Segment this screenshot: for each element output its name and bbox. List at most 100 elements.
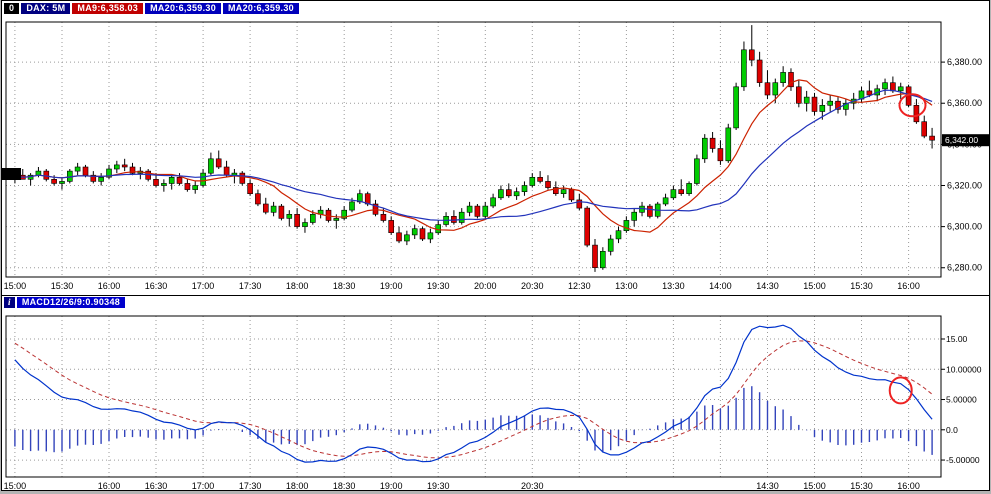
candle-up <box>827 100 834 106</box>
time-tick-label: 16:00 <box>897 481 920 491</box>
candle-down <box>419 228 426 240</box>
candle-down <box>866 90 873 96</box>
candle-down <box>184 183 191 190</box>
window-index-button[interactable]: 0 <box>4 3 20 14</box>
candle-up <box>270 205 277 213</box>
time-tick-label: 14:30 <box>756 481 779 491</box>
macd-axis-labels <box>941 338 945 461</box>
candle-up <box>701 137 708 160</box>
candle-up <box>498 189 504 199</box>
macd-tick-label: -5.00000 <box>946 455 980 465</box>
candle-down <box>474 205 481 217</box>
candle-down <box>43 170 50 180</box>
candle-up <box>631 211 638 221</box>
candle-up <box>208 158 214 174</box>
time-tick-label: 18:00 <box>286 281 309 291</box>
time-tick-label: 13:00 <box>615 281 638 291</box>
price-tick-label: 6,320.00 <box>947 180 982 190</box>
candle-up <box>686 183 692 194</box>
time-tick-label: 20:30 <box>521 281 544 291</box>
ma9-value-chip[interactable]: MA9:6,358.03 <box>72 3 144 14</box>
candle-down <box>537 177 543 182</box>
time-tick-label: 13:30 <box>662 281 685 291</box>
candle-down <box>505 189 512 197</box>
candle-up <box>106 168 112 178</box>
candle-up <box>356 193 363 203</box>
macd-signal-line <box>14 340 933 459</box>
time-tick-label: 16:30 <box>145 281 168 291</box>
macd-value-chip[interactable]: MACD12/26/9:0.90348 <box>16 297 126 308</box>
candle-up <box>599 251 606 269</box>
candle-down <box>82 166 89 176</box>
candle-up <box>309 214 316 223</box>
candle-down <box>153 179 159 186</box>
candle-down <box>255 193 261 205</box>
time-tick-label: 14:30 <box>756 281 779 291</box>
time-tick-label: 20:30 <box>521 481 544 491</box>
candle-down <box>576 199 583 209</box>
candle-down <box>51 179 57 184</box>
time-tick-label: 16:30 <box>145 481 168 491</box>
candle-up <box>772 82 779 96</box>
candle-up <box>819 105 826 112</box>
candle-down <box>717 148 724 162</box>
indicator-info-button[interactable]: i <box>4 297 15 308</box>
candle-up <box>521 185 528 192</box>
symbol-timeframe-chip[interactable]: DAX: 5M <box>21 3 71 14</box>
candle-up <box>615 230 622 240</box>
left-edge-price-marker <box>2 168 21 180</box>
ma20-value-chip-2[interactable]: MA20:6,359.30 <box>223 3 299 14</box>
highlight-circle-macd <box>888 376 913 405</box>
candle-down <box>592 244 598 269</box>
candle-up <box>161 183 167 186</box>
ma20-value-chip[interactable]: MA20:6,359.30 <box>145 3 221 14</box>
time-tick-label: 12:30 <box>568 281 591 291</box>
candle-up <box>200 172 206 186</box>
candle-up <box>341 209 348 219</box>
last-price-tag-label: 6,342.00 <box>945 135 978 145</box>
candle-down <box>545 181 551 188</box>
candle-up <box>607 238 614 252</box>
time-tick-label: 19:00 <box>380 481 403 491</box>
candle-up <box>529 177 536 186</box>
time-tick-label: 20:00 <box>474 281 497 291</box>
candle-down <box>380 214 387 221</box>
price-tick-label: 6,280.00 <box>947 263 982 273</box>
candle-down <box>223 166 230 176</box>
candle-up <box>803 96 810 104</box>
candle-up <box>458 211 465 223</box>
candle-up <box>286 214 293 219</box>
overlay-ma20-line <box>14 89 933 221</box>
candle-up <box>623 220 630 231</box>
candle-up <box>59 181 65 184</box>
time-tick-label: 19:30 <box>427 481 450 491</box>
candle-up <box>349 201 355 211</box>
macd-header: i MACD12/26/9:0.90348 <box>4 297 126 308</box>
candle-up <box>192 185 198 190</box>
candle-down <box>552 187 559 194</box>
price-axis-labels <box>941 61 945 269</box>
candle-down <box>811 96 818 112</box>
macd-tick-label: 15.00 <box>946 334 968 344</box>
candle-up <box>843 102 849 110</box>
candle-down <box>262 203 269 213</box>
time-tick-label: 17:00 <box>192 481 215 491</box>
price-tick-label: 6,300.00 <box>947 222 982 232</box>
last-price-tag <box>942 134 989 147</box>
candle-down <box>929 135 935 141</box>
candle-up <box>114 164 120 170</box>
price-plot-border <box>5 21 942 278</box>
candle-down <box>215 158 222 168</box>
candle-down <box>584 207 591 246</box>
candle-down <box>921 121 928 137</box>
time-tick-label: 16:00 <box>897 281 920 291</box>
candle-down <box>764 82 771 96</box>
candle-down <box>678 189 685 195</box>
candle-up <box>694 158 700 184</box>
candle-down <box>756 59 763 83</box>
candle-up <box>98 177 104 182</box>
time-tick-label: 16:00 <box>98 481 121 491</box>
candle-down <box>568 189 575 201</box>
